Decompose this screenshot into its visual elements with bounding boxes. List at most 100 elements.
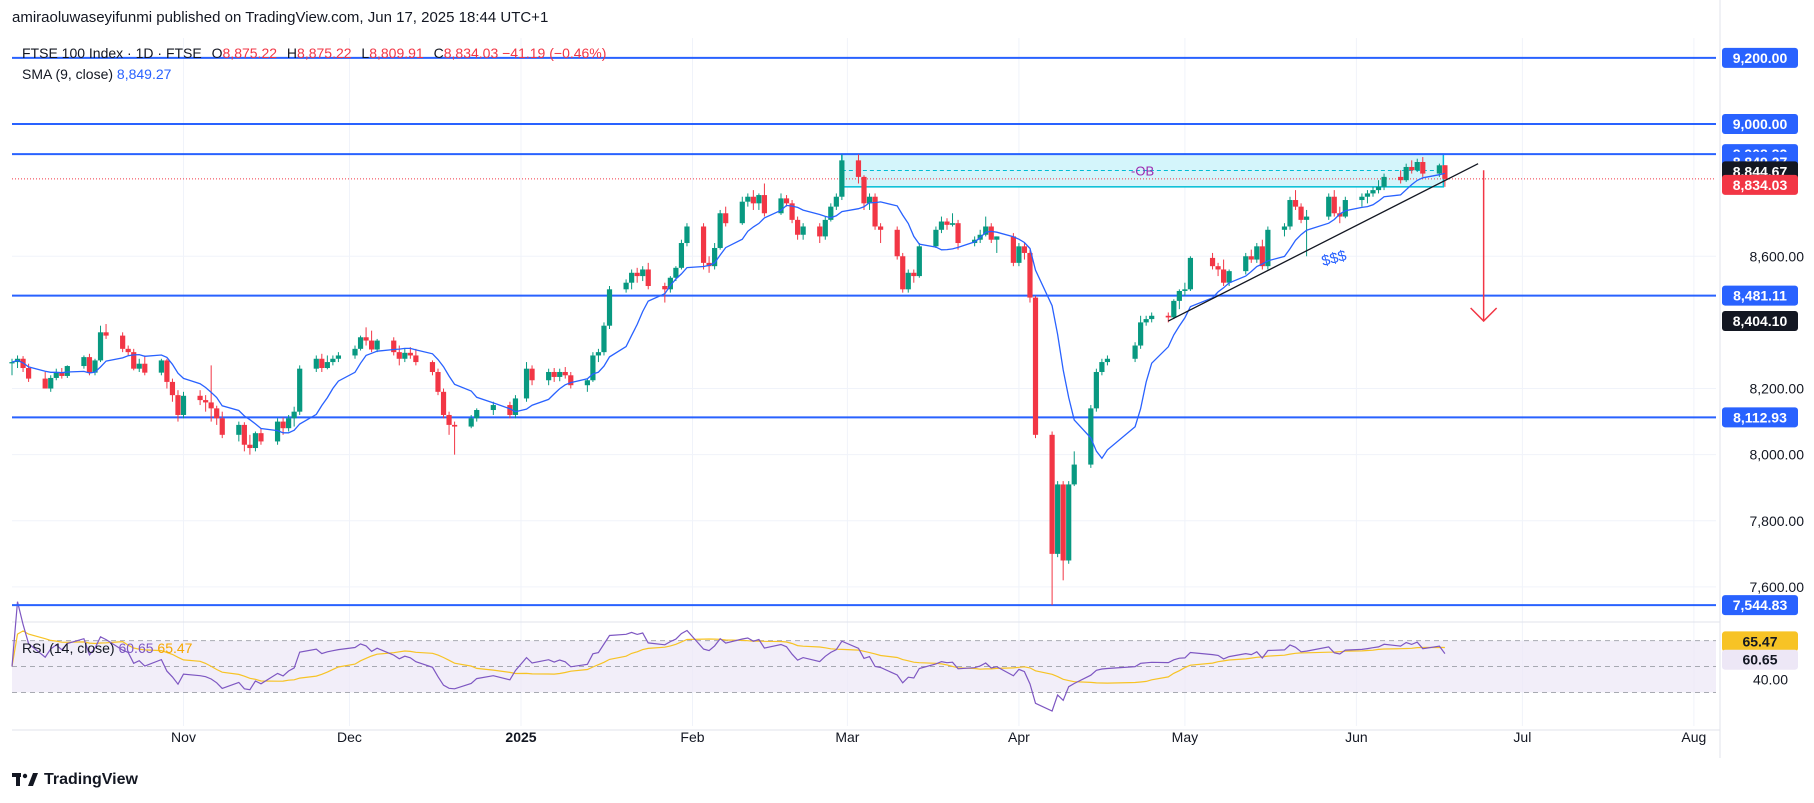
order-block-label: -OB: [1131, 163, 1154, 178]
candle-body: [523, 368, 530, 399]
candle-body: [988, 226, 994, 240]
candle-body: [1060, 484, 1066, 561]
candle-body: [1143, 319, 1149, 323]
close-price-tag: 8,834.03: [1733, 177, 1788, 193]
candle-body: [1088, 408, 1094, 465]
candle-body: [662, 286, 668, 290]
candle-body: [1265, 229, 1271, 267]
candle-body: [203, 400, 209, 403]
candle-body: [64, 366, 70, 376]
candle-body: [374, 340, 380, 350]
open-label: O: [211, 45, 223, 61]
candle-body: [175, 395, 181, 415]
candle-body: [1138, 322, 1144, 346]
candle-body: [1287, 200, 1293, 227]
sma-line: [11, 172, 1446, 460]
candle-body: [822, 219, 828, 237]
candle-body: [551, 371, 557, 377]
sma-label[interactable]: SMA (9, close): [22, 66, 114, 82]
candle-body: [1342, 200, 1348, 217]
rsi-label[interactable]: RSI (14, close): [22, 640, 115, 656]
candle-body: [180, 395, 187, 415]
candle-body: [1292, 200, 1299, 207]
candle-body: [1021, 246, 1028, 253]
time-tick-label: 2025: [505, 729, 536, 745]
candle-body: [1375, 186, 1382, 191]
candle-body: [391, 340, 397, 353]
footer-brand[interactable]: TradingView: [12, 771, 138, 789]
candle-body: [369, 340, 375, 350]
price-tag-black-bg: [1722, 311, 1798, 332]
level-price-tag: 8,112.93: [1733, 409, 1787, 425]
close-label: C: [433, 45, 444, 61]
level-price-tag-bg: [1722, 113, 1798, 134]
candle-body: [778, 198, 784, 214]
candle-body: [1182, 289, 1188, 291]
publish-info: amiraoluwaseyifunmi published on Trading…: [12, 9, 549, 26]
candle-body: [446, 414, 452, 425]
candle-body: [1176, 290, 1182, 301]
candle-body: [352, 348, 358, 356]
candle-body: [634, 272, 640, 277]
level-price-tag: 9,000.00: [1733, 116, 1788, 132]
candle-body: [557, 371, 563, 377]
candle-body: [900, 256, 906, 290]
time-tick-label: Dec: [337, 729, 362, 745]
rsi-line: [11, 601, 1446, 712]
annotations: $$$: [1167, 163, 1498, 323]
candle-body: [955, 223, 961, 244]
candles: [9, 154, 1448, 606]
candle-body: [440, 391, 447, 415]
order-block: -OB: [841, 153, 1445, 188]
level-lines: [12, 56, 1716, 607]
sma-value: 8,849.27: [116, 66, 172, 82]
candle-body: [1259, 246, 1265, 267]
level-price-tag-bg: [1722, 595, 1798, 616]
candle-body: [1055, 484, 1061, 554]
candle-body: [606, 289, 613, 326]
candle-body: [833, 196, 839, 207]
footer-brand-text: TradingView: [44, 771, 138, 788]
close-value: 8,834.03: [443, 45, 499, 61]
price-tag-black: 8,404.10: [1733, 313, 1788, 329]
level-price-tag-bg: [1722, 285, 1798, 306]
candle-body: [1436, 165, 1442, 174]
candle-body: [1398, 176, 1404, 181]
candle-body: [800, 226, 806, 235]
candle-body: [1099, 362, 1105, 372]
rsi-panel: [11, 601, 1716, 712]
candle-body: [1420, 162, 1426, 174]
candle-body: [1221, 269, 1227, 283]
candle-body: [949, 223, 956, 225]
high-value: 8,875.22: [297, 45, 352, 61]
candle-body: [42, 378, 48, 389]
candle-body: [357, 337, 364, 349]
candle-body: [407, 352, 413, 356]
candle-body: [402, 352, 408, 359]
price-tick-label: 8,000.00: [1750, 447, 1805, 463]
candle-body: [529, 368, 535, 381]
level-price-tag: 7,544.83: [1733, 597, 1788, 613]
liquidity-label: $$$: [1320, 247, 1349, 270]
candle-body: [286, 418, 292, 429]
sma-line-group: [11, 172, 1446, 460]
candle-body: [700, 226, 707, 263]
candle-body: [916, 246, 922, 277]
candle-body: [451, 424, 458, 427]
candle-body: [335, 355, 342, 359]
candle-body: [9, 362, 15, 364]
candle-body: [313, 358, 319, 369]
candle-body: [877, 226, 884, 230]
candle-body: [507, 405, 513, 415]
projection-arrow-head: [1470, 307, 1498, 323]
trendline: [1167, 163, 1479, 322]
symbol-name[interactable]: FTSE 100 Index · 1D · FTSE: [22, 45, 202, 61]
candle-body: [97, 332, 104, 361]
level-price-tag: 9,200.00: [1733, 50, 1788, 66]
candle-body: [1409, 166, 1415, 171]
candle-body: [1381, 176, 1387, 187]
candle-body: [1071, 464, 1077, 485]
candle-body: [1298, 206, 1304, 220]
candle-body: [1331, 196, 1337, 214]
